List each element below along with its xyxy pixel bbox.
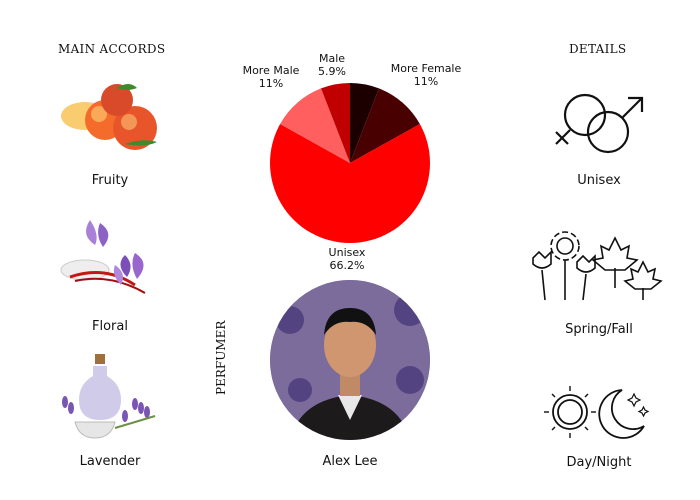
pie-slice-more-female [350, 88, 420, 163]
pie-label-male: Male 5.9% [287, 52, 377, 78]
pie-label-more-male-name: More Male [242, 64, 300, 77]
saffron-flower-icon [60, 220, 146, 294]
pie-label-male-value: 5.9% [318, 65, 346, 78]
pie-slice-unisex [270, 124, 430, 244]
pie-label-unisex: Unisex 66.2% [302, 246, 392, 272]
perfumer-name[interactable]: Alex Lee [322, 454, 378, 469]
accord-lavender-label: Lavender [79, 454, 141, 469]
perfumer-photo [270, 280, 430, 440]
lavender-icon [62, 354, 156, 439]
pie-label-male-name: Male [318, 52, 346, 65]
accord-floral-label: Floral [92, 319, 128, 334]
flowers-leaves-icon [532, 231, 663, 301]
gender-pie-chart [270, 83, 430, 244]
pie-label-more-male-value: 11% [258, 77, 284, 90]
pie-slice-male [321, 83, 350, 163]
pie-slice-unlabeled-0 [350, 83, 379, 163]
sun-moon-icon [544, 386, 650, 439]
detail-gender-label: Unisex [577, 173, 621, 188]
pie-label-unisex-name: Unisex [328, 246, 366, 259]
pie-label-more-male: More Male 11% [226, 64, 316, 90]
accord-fruity-label: Fruity [91, 173, 129, 188]
detail-season-label: Spring/Fall [565, 322, 633, 337]
pie-slice-more-male [280, 88, 350, 163]
details-heading: DETAILS [569, 42, 627, 56]
perfumer-heading: PERFUMER [214, 320, 228, 395]
pie-label-more-female-name: More Female [390, 62, 462, 75]
pie-label-more-female-value: 11% [413, 75, 439, 88]
gender-symbols-icon [555, 93, 644, 154]
peach-icon [61, 84, 157, 150]
pie-label-unisex-value: 66.2% [329, 259, 365, 272]
detail-time-label: Day/Night [566, 455, 632, 470]
main-accords-heading: MAIN ACCORDS [58, 42, 166, 56]
pie-label-more-female: More Female 11% [381, 62, 471, 88]
